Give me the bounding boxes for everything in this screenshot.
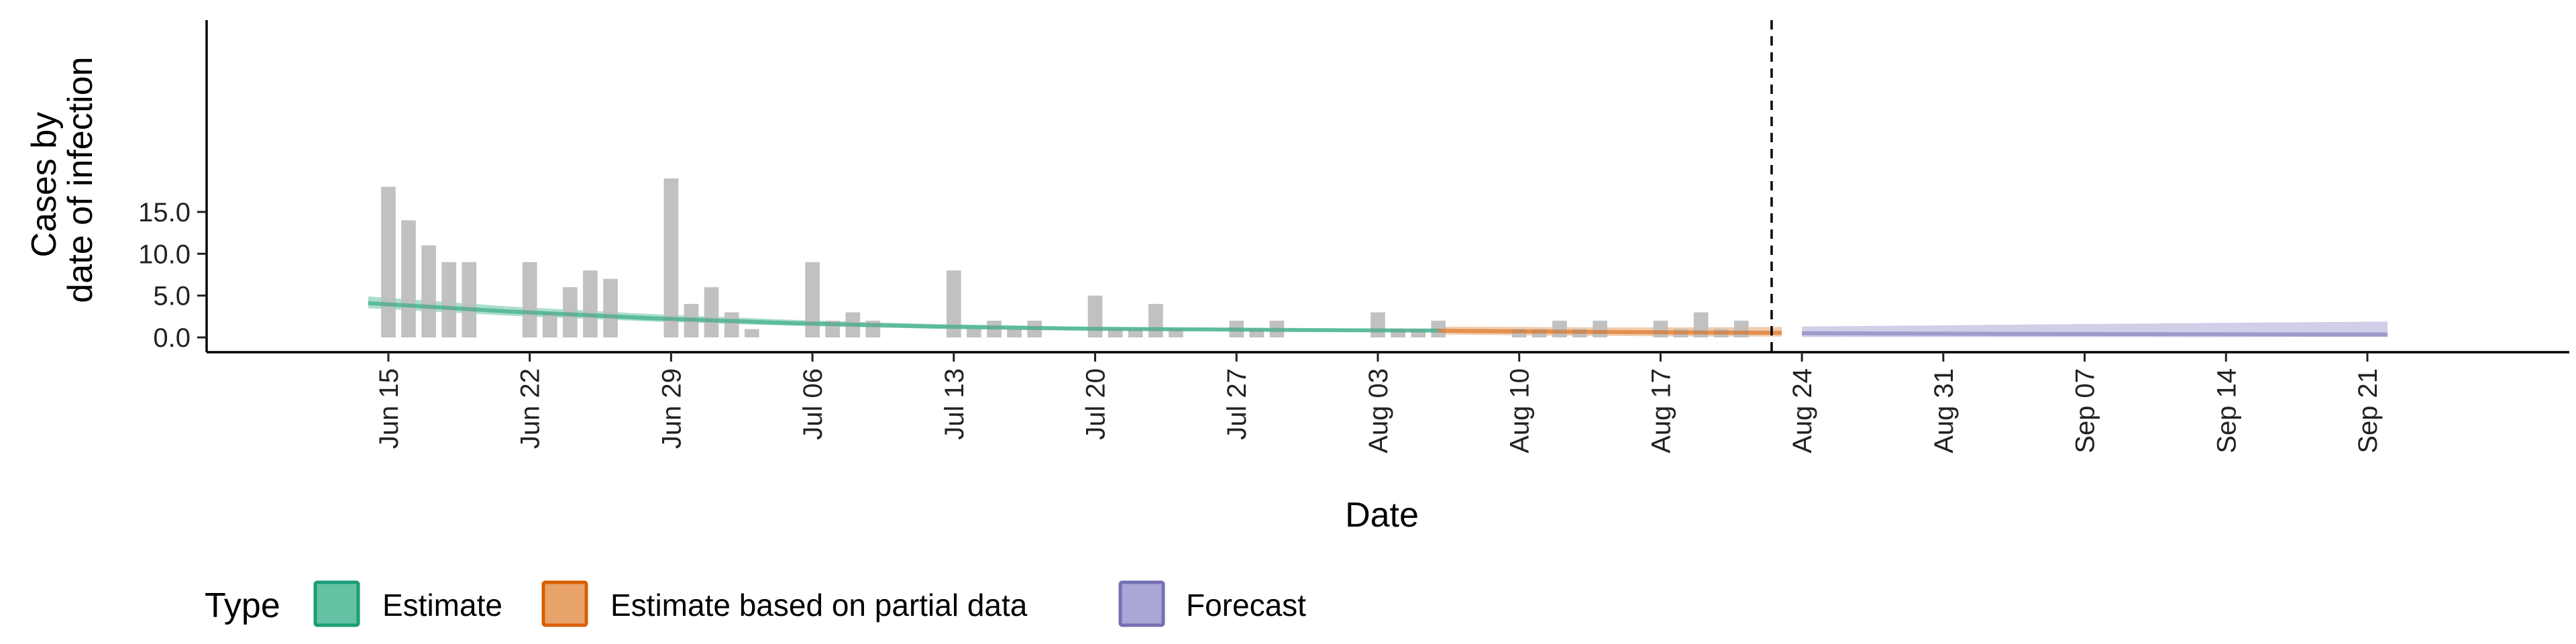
case-bar <box>603 278 618 337</box>
case-bar <box>563 287 578 337</box>
case-bar <box>441 262 457 337</box>
legend-key-forecast <box>1118 580 1165 627</box>
case-bar <box>1087 295 1103 337</box>
case-bar <box>1148 304 1163 337</box>
x-axis-title: Date <box>1345 496 1419 535</box>
x-tick-label: Sep 14 <box>2212 368 2241 453</box>
x-tick-label: Sep 21 <box>2353 368 2383 453</box>
case-bar <box>724 312 739 337</box>
median-estimate-based-on-partial-data <box>1438 329 1782 335</box>
case-bar <box>1007 329 1022 337</box>
case-bar <box>462 262 477 337</box>
case-bar <box>1108 329 1123 337</box>
legend-key-partial <box>541 580 588 627</box>
case-bar <box>967 329 981 337</box>
legend-label-partial: Estimate based on partial data <box>610 588 1028 623</box>
case-bar <box>805 262 820 337</box>
y-tick-label: 15.0 <box>138 198 191 227</box>
case-bar <box>744 329 759 337</box>
x-tick-label: Jul 27 <box>1222 368 1252 440</box>
x-tick-label: Aug 03 <box>1364 368 1393 453</box>
case-bar <box>946 270 961 337</box>
case-bar <box>542 312 557 337</box>
case-bar <box>421 245 436 337</box>
x-tick-label: Jun 22 <box>516 368 545 449</box>
y-tick-label: 5.0 <box>153 282 191 311</box>
y-tick-label: 10.0 <box>138 239 191 269</box>
case-bar <box>1128 329 1143 337</box>
x-tick-label: Jun 29 <box>657 368 686 449</box>
median-lines <box>368 301 2388 337</box>
case-bar <box>522 262 537 337</box>
case-bar <box>583 270 598 337</box>
x-tick-label: Jul 20 <box>1081 368 1111 440</box>
legend-title: Type <box>205 586 280 625</box>
y-axis-title: Cases by date of infection <box>25 56 100 303</box>
legend-key-estimate <box>313 580 360 627</box>
case-bar <box>1653 321 1668 337</box>
y-tick-label: 0.0 <box>153 323 191 353</box>
case-bar <box>381 186 396 337</box>
x-tick-label: Aug 10 <box>1505 368 1535 453</box>
x-tick-label: Sep 07 <box>2071 368 2100 453</box>
legend-label-estimate: Estimate <box>382 588 502 623</box>
x-tick-label: Aug 24 <box>1788 368 1817 453</box>
x-axis-ticks: Jun 15 Jun 22 Jun 29 Jul 06 Jul 13 Jul 20 Jul … <box>374 352 2383 453</box>
y-axis-title-line-2: date of infection <box>61 56 100 303</box>
case-bar <box>401 220 416 337</box>
case-bar <box>1371 312 1385 337</box>
legend: Type Estimate Estimate based on partial … <box>205 580 1306 627</box>
legend-label-forecast: Forecast <box>1186 588 1306 623</box>
x-tick-label: Aug 31 <box>1929 368 1959 453</box>
case-bar <box>663 178 679 337</box>
y-axis-title-line-1: Cases by <box>25 112 64 258</box>
case-bar <box>704 287 719 337</box>
median-estimate <box>368 301 1439 333</box>
x-tick-label: Aug 17 <box>1646 368 1676 453</box>
case-bar <box>1733 321 1749 337</box>
y-axis-ticks: 0.0 5.0 10.0 15.0 <box>138 198 207 353</box>
x-tick-label: Jul 13 <box>940 368 969 440</box>
case-bar <box>1552 321 1567 337</box>
x-tick-label: Jul 06 <box>798 368 828 440</box>
median-forecast <box>1802 331 2388 337</box>
case-bar <box>1593 321 1607 337</box>
x-tick-label: Jun 15 <box>374 368 404 449</box>
